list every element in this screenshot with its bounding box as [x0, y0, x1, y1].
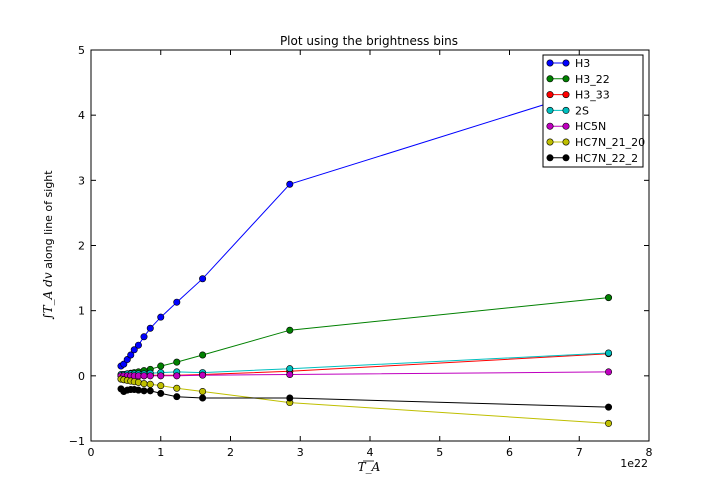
- x-tick-label: 4: [367, 446, 374, 459]
- legend-marker: [546, 138, 554, 146]
- data-point: [173, 372, 181, 380]
- data-point: [286, 326, 294, 334]
- data-point: [286, 365, 294, 373]
- data-point: [605, 294, 613, 302]
- data-point: [127, 351, 135, 359]
- series-line: [120, 378, 609, 424]
- data-point: [605, 403, 613, 411]
- x-tick-label: 1: [157, 446, 164, 459]
- data-point: [173, 384, 181, 392]
- data-point: [173, 358, 181, 366]
- data-point: [199, 371, 207, 379]
- data-point: [286, 394, 294, 402]
- x-tick-label: 3: [297, 446, 304, 459]
- legend-label: H3: [575, 57, 590, 70]
- data-point: [173, 393, 181, 401]
- legend-marker: [546, 91, 554, 99]
- legend-label: H3_22: [575, 73, 610, 86]
- legend-marker: [546, 154, 554, 162]
- x-tick-label: 0: [88, 446, 95, 459]
- data-point: [123, 356, 131, 364]
- y-tick-label: 0: [78, 370, 85, 383]
- data-point: [605, 368, 613, 376]
- data-point: [146, 380, 154, 388]
- data-point: [173, 298, 181, 306]
- y-tick-label: −1: [69, 435, 85, 448]
- legend-marker: [562, 154, 570, 162]
- data-point: [140, 372, 148, 380]
- x-tick-label: 2: [227, 446, 234, 459]
- x-tick-label: 5: [436, 446, 443, 459]
- legend-marker: [562, 106, 570, 114]
- data-point: [157, 389, 165, 397]
- legend-marker: [562, 91, 570, 99]
- legend-marker: [546, 75, 554, 83]
- y-tick-label: 4: [78, 109, 85, 122]
- data-point: [140, 387, 148, 395]
- x-axis-label-text: T_A: [358, 460, 381, 474]
- y-axis-label-math: ∫T_A dv: [41, 272, 55, 319]
- legend-marker: [562, 59, 570, 67]
- legend-label: HC5N: [575, 120, 606, 133]
- data-point: [605, 419, 613, 427]
- legend-label: HC7N_22_2: [575, 152, 638, 165]
- series-line: [120, 388, 609, 408]
- data-point: [199, 394, 207, 402]
- x-tick-label: 7: [576, 446, 583, 459]
- data-point: [199, 275, 207, 283]
- data-point: [157, 362, 165, 370]
- data-point: [130, 346, 138, 354]
- y-tick-label: 3: [78, 174, 85, 187]
- legend-marker: [546, 106, 554, 114]
- data-point: [286, 180, 294, 188]
- data-point: [146, 387, 154, 395]
- legend-label: 2S: [575, 104, 589, 117]
- data-point: [146, 372, 154, 380]
- data-point: [140, 333, 148, 341]
- data-point: [157, 313, 165, 321]
- data-point: [134, 341, 142, 349]
- y-tick-label: 2: [78, 240, 85, 253]
- legend-label: HC7N_21_20: [575, 136, 645, 149]
- data-point: [199, 387, 207, 395]
- series-line: [120, 84, 609, 367]
- legend-marker: [546, 59, 554, 67]
- legend-marker: [562, 138, 570, 146]
- y-axis-label: ∫T_A dv along line of sight: [41, 170, 55, 320]
- legend-marker: [562, 75, 570, 83]
- series-line: [121, 352, 609, 375]
- data-point: [286, 371, 294, 379]
- y-tick-label: 1: [78, 305, 85, 318]
- legend-label: H3_33: [575, 89, 610, 102]
- data-point: [146, 324, 154, 332]
- data-point: [140, 380, 148, 388]
- legend-marker: [546, 122, 554, 130]
- x-tick-label: 6: [506, 446, 513, 459]
- data-point: [157, 372, 165, 380]
- x-offset-label: 1e22: [620, 457, 648, 470]
- data-point: [157, 382, 165, 390]
- data-point: [120, 360, 128, 368]
- legend: H3 H3_22 H3_33 2S HC5N HC7N_21_20 HC7N_22_2: [542, 54, 645, 168]
- data-point: [605, 349, 613, 357]
- y-tick-label: 5: [78, 44, 85, 57]
- x-tick-label: 8: [646, 446, 653, 459]
- svg-text:∫T_A dv along line of sight: ∫T_A dv along line of sight: [41, 170, 55, 320]
- chart-title: Plot using the brightness bins: [280, 34, 458, 48]
- series-layer: [117, 81, 613, 427]
- legend-marker: [562, 122, 570, 130]
- data-point: [199, 351, 207, 359]
- legend-box: [542, 54, 644, 168]
- x-axis-label: T_A: [358, 460, 381, 474]
- series-line: [120, 297, 609, 376]
- y-axis-label-text: along line of sight: [42, 170, 55, 273]
